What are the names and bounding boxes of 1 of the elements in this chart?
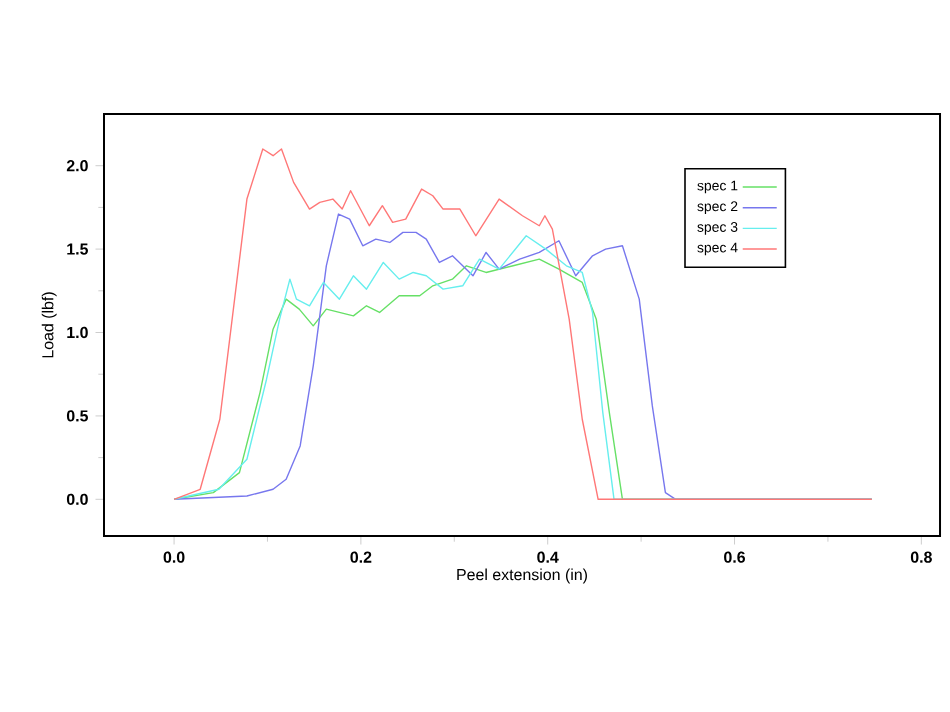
line-series bbox=[173, 148, 873, 500]
